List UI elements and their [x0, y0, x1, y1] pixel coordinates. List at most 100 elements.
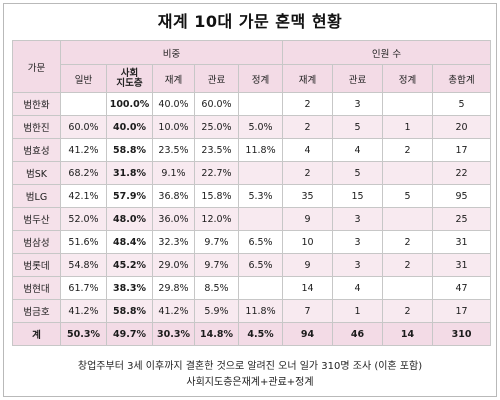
cell-business: 36.0%: [152, 207, 195, 231]
cell-business: 29.8%: [152, 276, 195, 300]
cell-politics: 5.3%: [237, 184, 284, 208]
cell-general: 41.2%: [60, 138, 107, 162]
cell-count-total: 17: [432, 138, 492, 162]
total-leaders: 49.7%: [106, 322, 153, 346]
cell-count-total: 22: [432, 161, 492, 185]
row-family: 범현대: [12, 276, 61, 300]
cell-official: 60.0%: [194, 92, 239, 116]
cell-count-business: 2: [282, 92, 334, 116]
cell-politics: 11.8%: [237, 138, 284, 162]
footnote-definition: 사회지도층은재계+관료+정계: [186, 377, 314, 388]
cell-count-official: 15: [332, 184, 384, 208]
table-row: 범두산 52.0% 48.0% 36.0% 12.0% 9 3 25: [12, 207, 492, 231]
row-family: 범금호: [12, 299, 61, 323]
table-row: 범한화 100.0% 40.0% 60.0% 2 3 5: [12, 92, 492, 116]
cell-leaders: 31.8%: [106, 161, 153, 185]
row-family: 범삼성: [12, 230, 61, 254]
total-count-total: 310: [432, 322, 492, 346]
cell-business: 23.5%: [152, 138, 195, 162]
table-row: 범금호 41.2% 58.8% 41.2% 5.9% 11.8% 7 1 2 1…: [12, 299, 492, 323]
cell-leaders: 100.0%: [106, 92, 153, 116]
cell-politics: [237, 276, 284, 300]
table-row: 범한진 60.0% 40.0% 10.0% 25.0% 5.0% 2 5 1 2…: [12, 115, 492, 139]
cell-count-business: 35: [282, 184, 334, 208]
cell-official: 25.0%: [194, 115, 239, 139]
header-official: 관료: [194, 64, 239, 93]
cell-business: 41.2%: [152, 299, 195, 323]
cell-politics: [237, 161, 284, 185]
cell-general: 41.2%: [60, 299, 107, 323]
row-family: 범한진: [12, 115, 61, 139]
cell-politics: 5.0%: [237, 115, 284, 139]
header-count-business: 재계: [282, 64, 334, 93]
table-row: 범삼성 51.6% 48.4% 32.3% 9.7% 6.5% 10 3 2 3…: [12, 230, 492, 254]
header-business: 재계: [152, 64, 195, 93]
cell-business: 9.1%: [152, 161, 195, 185]
total-official: 14.8%: [194, 322, 239, 346]
table-row: 범LG 42.1% 57.9% 36.8% 15.8% 5.3% 35 15 5…: [12, 184, 492, 208]
cell-leaders: 58.8%: [106, 299, 153, 323]
cell-general: 52.0%: [60, 207, 107, 231]
header-politics: 정계: [237, 64, 284, 93]
cell-count-total: 31: [432, 230, 492, 254]
header-general: 일반: [60, 64, 107, 93]
total-general: 50.3%: [60, 322, 107, 346]
cell-leaders: 45.2%: [106, 253, 153, 277]
header-count-official: 관료: [332, 64, 384, 93]
cell-business: 29.0%: [152, 253, 195, 277]
footnote-survey: 창업주부터 3세 이후까지 결혼한 것으로 알려진 오너 일가 310명 조사 …: [77, 361, 423, 372]
header-family: 가문: [12, 40, 61, 93]
cell-general: 54.8%: [60, 253, 107, 277]
header-count-total: 총합계: [432, 64, 492, 93]
cell-count-total: 47: [432, 276, 492, 300]
row-family: 범롯데: [12, 253, 61, 277]
cell-count-politics: 5: [382, 184, 434, 208]
cell-count-politics: 2: [382, 253, 434, 277]
cell-count-politics: [382, 92, 434, 116]
cell-count-official: 3: [332, 207, 384, 231]
table-panel: 재계 10대 가문 혼맥 현황 가문 비중 인원 수 일반 사회 지도층 재계 …: [3, 3, 497, 397]
cell-count-official: 4: [332, 276, 384, 300]
cell-count-official: 5: [332, 115, 384, 139]
cell-leaders: 48.0%: [106, 207, 153, 231]
cell-official: 5.9%: [194, 299, 239, 323]
cell-count-politics: [382, 161, 434, 185]
total-row: 계 50.3% 49.7% 30.3% 14.8% 4.5% 94 46 14 …: [12, 322, 492, 346]
cell-leaders: 38.3%: [106, 276, 153, 300]
table-row: 범롯데 54.8% 45.2% 29.0% 9.7% 6.5% 9 3 2 31: [12, 253, 492, 277]
cell-official: 9.7%: [194, 253, 239, 277]
total-count-business: 94: [282, 322, 334, 346]
cell-count-total: 5: [432, 92, 492, 116]
cell-count-official: 4: [332, 138, 384, 162]
header-leaders: 사회 지도층: [106, 64, 153, 93]
row-family: 범두산: [12, 207, 61, 231]
cell-count-business: 4: [282, 138, 334, 162]
cell-count-official: 3: [332, 230, 384, 254]
cell-politics: [237, 207, 284, 231]
cell-count-business: 9: [282, 253, 334, 277]
marriage-table: 가문 비중 인원 수 일반 사회 지도층 재계 관료 정계 재계 관료 정계 총…: [12, 40, 492, 346]
cell-general: 61.7%: [60, 276, 107, 300]
total-label: 계: [12, 322, 61, 346]
cell-politics: 6.5%: [237, 230, 284, 254]
cell-count-total: 20: [432, 115, 492, 139]
cell-count-politics: [382, 276, 434, 300]
cell-count-politics: 2: [382, 230, 434, 254]
row-family: 범SK: [12, 161, 61, 185]
cell-politics: 11.8%: [237, 299, 284, 323]
cell-official: 9.7%: [194, 230, 239, 254]
cell-count-business: 2: [282, 115, 334, 139]
cell-leaders: 58.8%: [106, 138, 153, 162]
cell-business: 10.0%: [152, 115, 195, 139]
row-family: 범효성: [12, 138, 61, 162]
cell-count-business: 9: [282, 207, 334, 231]
page-title: 재계 10대 가문 혼맥 현황: [157, 12, 343, 31]
total-count-politics: 14: [382, 322, 434, 346]
cell-count-official: 3: [332, 92, 384, 116]
table-row: 범SK 68.2% 31.8% 9.1% 22.7% 2 5 22: [12, 161, 492, 185]
cell-count-politics: 2: [382, 138, 434, 162]
cell-general: [60, 92, 107, 116]
header-ratio-group: 비중: [59, 40, 284, 65]
cell-count-politics: 2: [382, 299, 434, 323]
cell-official: 12.0%: [194, 207, 239, 231]
